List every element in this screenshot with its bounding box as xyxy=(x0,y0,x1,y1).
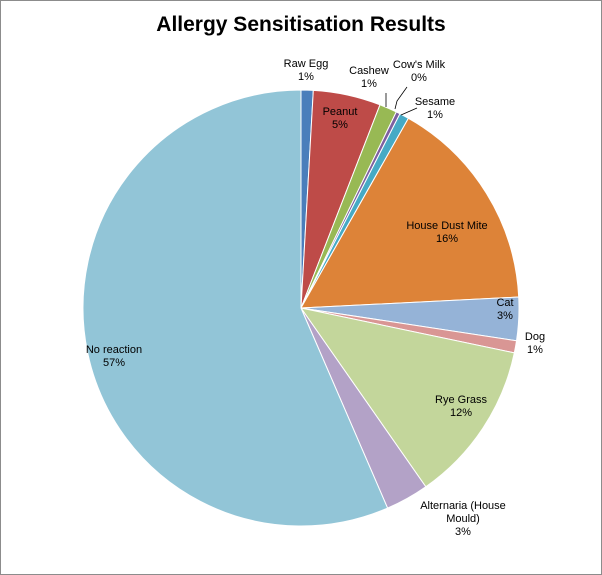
slice-label-value: 12% xyxy=(450,407,472,419)
pie-slice-house-dust-mite xyxy=(300,117,520,309)
slice-label-name: Dog xyxy=(525,331,545,343)
leader-line-sesame xyxy=(400,107,418,116)
slice-label-name: Sesame xyxy=(415,96,455,108)
slice-label-name: House Dust Mite xyxy=(406,220,487,232)
slice-label-value: 0% xyxy=(411,72,427,84)
leader-line-cow-s-milk xyxy=(394,86,408,110)
slice-label-value: 3% xyxy=(497,310,513,322)
pie-slice-no-reaction xyxy=(82,89,389,527)
slice-label-value: 16% xyxy=(436,233,458,245)
slice-label-value: 1% xyxy=(527,344,543,356)
slice-label-name: No reaction xyxy=(86,344,142,356)
slice-label-name: Raw Egg xyxy=(284,58,329,70)
slice-label-name: Mould) xyxy=(446,513,480,525)
pie-slice-rye-grass xyxy=(299,307,515,488)
slice-label-value: 1% xyxy=(361,78,377,90)
slice-label-value: 1% xyxy=(427,109,443,121)
slice-label-value: 5% xyxy=(332,119,348,131)
chart-title: Allergy Sensitisation Results xyxy=(156,13,446,36)
slice-label-name: Cow's Milk xyxy=(393,59,446,71)
slice-label-name: Alternaria (House xyxy=(420,500,506,512)
slice-label-name: Rye Grass xyxy=(435,394,487,406)
slice-label-name: Peanut xyxy=(323,106,358,118)
slice-label-value: 57% xyxy=(103,357,125,369)
slice-label-name: Cashew xyxy=(349,65,389,77)
slice-label-value: 1% xyxy=(298,71,314,83)
slice-label-value: 3% xyxy=(455,526,471,538)
slice-label-name: Cat xyxy=(496,297,513,309)
